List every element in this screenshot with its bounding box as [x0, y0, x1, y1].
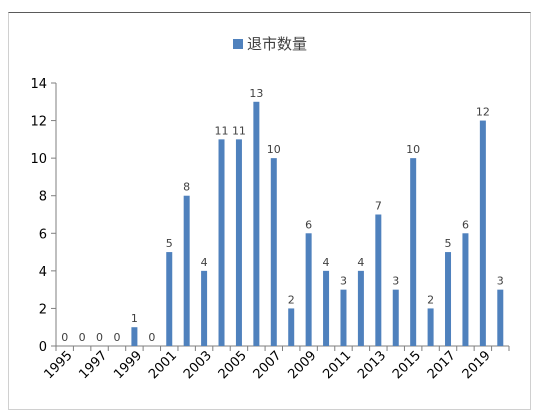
x-tick-label: 2009: [285, 348, 319, 382]
data-label: 12: [476, 106, 490, 119]
bar: [410, 158, 417, 346]
y-tick-label: 2: [39, 302, 47, 317]
data-label: 3: [392, 275, 399, 288]
data-label: 5: [445, 237, 452, 250]
data-label: 4: [201, 256, 208, 269]
bar: [497, 289, 504, 346]
bar: [253, 101, 260, 347]
bar: [166, 252, 173, 346]
data-label: 3: [340, 275, 347, 288]
y-tick-label: 8: [39, 190, 47, 205]
x-tick-label: 2005: [216, 348, 250, 382]
legend: 退市数量: [233, 35, 307, 53]
data-label: 0: [113, 331, 120, 344]
x-tick-label: 2001: [146, 348, 180, 382]
legend-swatch: [233, 39, 243, 49]
data-label: 2: [288, 293, 295, 306]
data-label: 11: [215, 124, 229, 137]
data-label: 7: [375, 200, 382, 213]
data-label: 8: [183, 181, 190, 194]
x-axis: 1995 1997 1999 2001 2003 2005 2007 2009 2011 2013…: [42, 345, 510, 382]
bar: [270, 158, 277, 346]
bar: [340, 289, 347, 346]
data-label: 1: [131, 312, 138, 325]
data-label: 13: [249, 87, 263, 100]
bar: [218, 139, 225, 346]
data-label: 0: [79, 331, 86, 344]
y-tick-label: 10: [30, 152, 47, 167]
x-tick-label: 1997: [76, 348, 110, 382]
data-label: 10: [267, 143, 281, 156]
y-tick-label: 14: [30, 77, 47, 92]
data-label: 5: [166, 237, 173, 250]
bar: [462, 233, 469, 346]
bar: [201, 270, 208, 346]
data-label: 4: [323, 256, 330, 269]
legend-label: 退市数量: [247, 35, 307, 53]
bar: [375, 214, 382, 346]
chart-frame: [8, 12, 531, 410]
x-tick-label: 1999: [111, 348, 145, 382]
y-tick-label: 4: [39, 265, 47, 280]
data-label: 0: [148, 331, 155, 344]
x-tick-label: 2017: [425, 348, 459, 382]
data-label: 6: [305, 218, 312, 231]
data-label: 10: [406, 143, 420, 156]
y-tick-label: 0: [39, 340, 47, 355]
bar: [131, 327, 138, 346]
bars: [131, 101, 504, 347]
x-tick-label: 2019: [460, 348, 494, 382]
bar: [305, 233, 312, 346]
y-tick-label: 6: [39, 227, 47, 242]
x-tick-label: 2013: [355, 348, 389, 382]
data-label: 3: [497, 275, 504, 288]
bar: [235, 139, 242, 346]
y-tick-label: 12: [30, 115, 47, 130]
bar: [392, 289, 399, 346]
bar: [445, 252, 452, 346]
bar: [479, 120, 486, 346]
x-tick-label: 2015: [390, 348, 424, 382]
data-label: 0: [61, 331, 68, 344]
data-label: 4: [357, 256, 364, 269]
bar: [183, 195, 190, 346]
data-label: 2: [427, 293, 434, 306]
data-label: 0: [96, 331, 103, 344]
x-tick-label: 2011: [320, 348, 354, 382]
data-label: 11: [232, 124, 246, 137]
bar: [427, 308, 434, 346]
bar: [323, 270, 330, 346]
bar: [288, 308, 295, 346]
y-axis: 0 2 4 6 8 10 12 14: [30, 77, 57, 355]
data-label: 6: [462, 218, 469, 231]
x-tick-label: 2007: [251, 348, 285, 382]
bar: [357, 270, 364, 346]
x-tick-label: 2003: [181, 348, 215, 382]
